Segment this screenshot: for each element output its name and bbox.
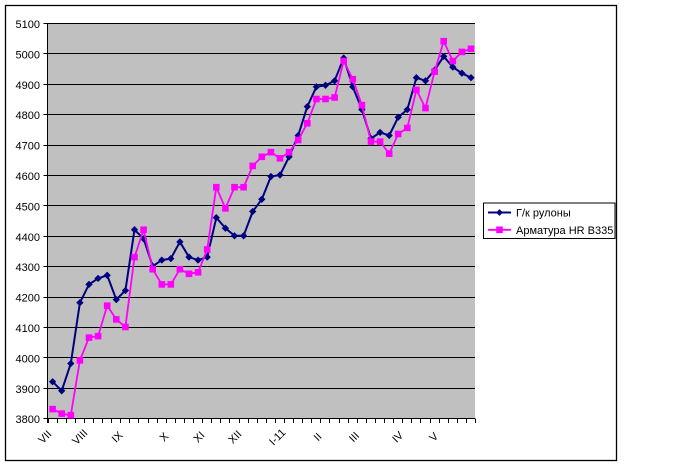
svg-text:5000: 5000 [16,49,40,61]
svg-text:Арматура HR B335: Арматура HR B335 [516,225,613,237]
svg-text:4000: 4000 [16,353,40,365]
svg-text:4800: 4800 [16,110,40,122]
svg-text:4900: 4900 [16,80,40,92]
svg-text:4200: 4200 [16,293,40,305]
svg-text:Г/к рулоны: Г/к рулоны [516,208,571,220]
svg-text:4400: 4400 [16,232,40,244]
svg-text:4600: 4600 [16,171,40,183]
svg-text:3900: 3900 [16,384,40,396]
svg-text:4700: 4700 [16,141,40,153]
svg-text:5100: 5100 [16,19,40,31]
svg-text:3800: 3800 [16,414,40,426]
svg-text:4100: 4100 [16,323,40,335]
svg-text:4300: 4300 [16,262,40,274]
svg-text:4500: 4500 [16,201,40,213]
